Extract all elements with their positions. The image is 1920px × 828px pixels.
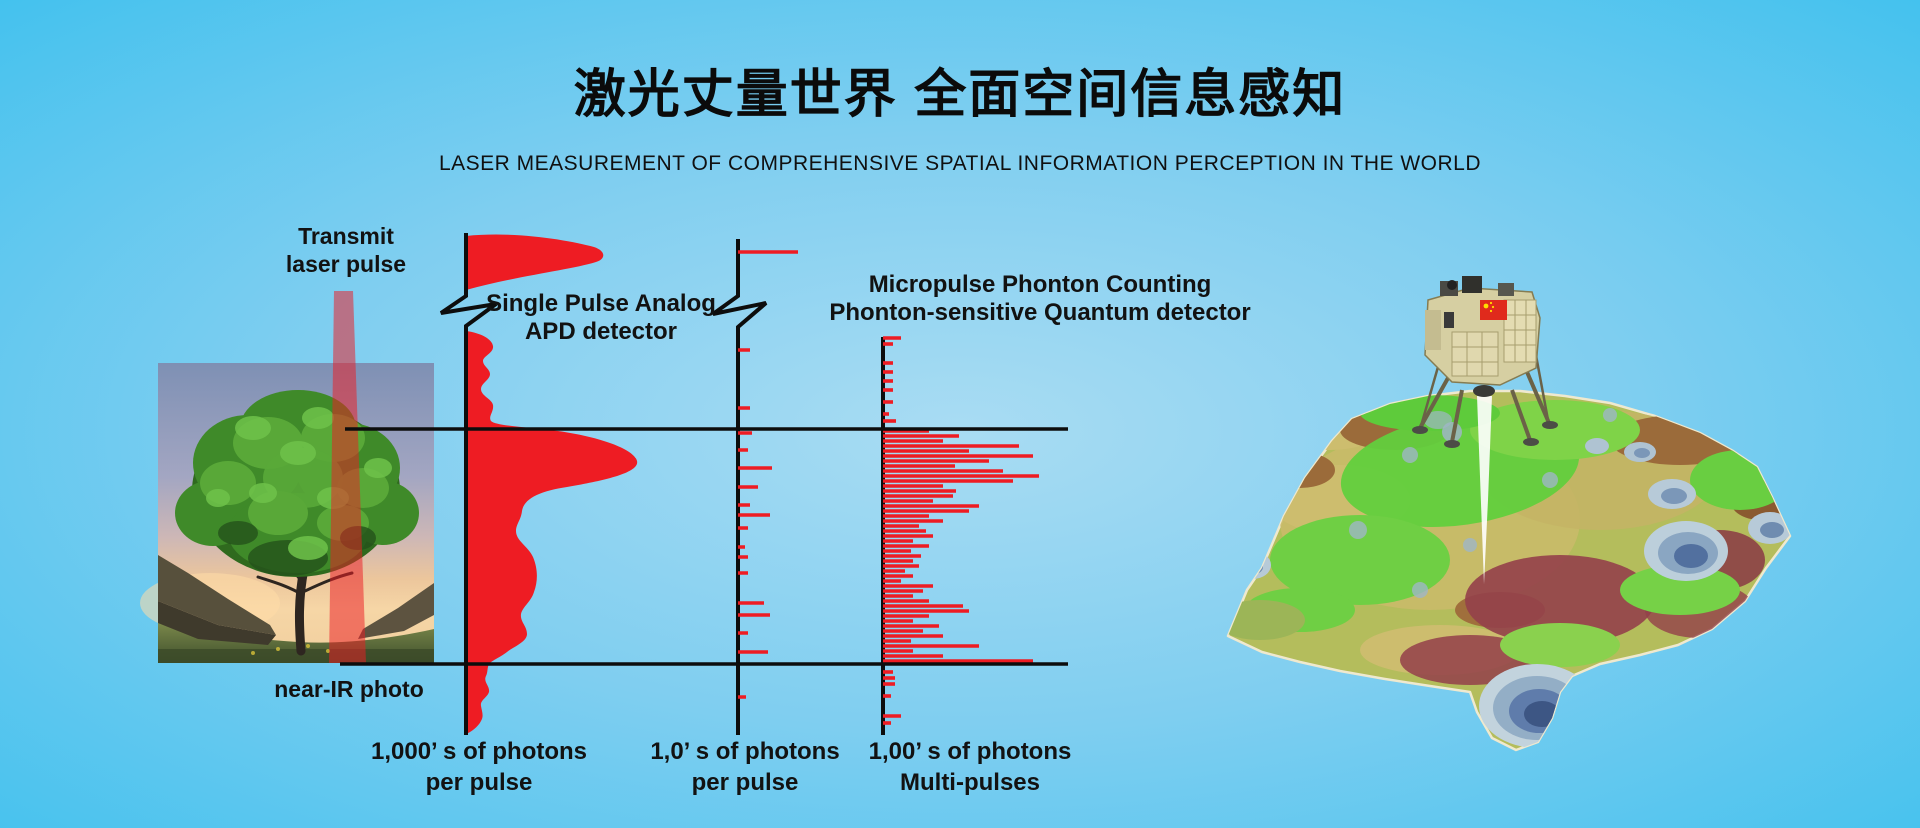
terrain-model [1226, 389, 1792, 752]
altimeter-beam [1477, 396, 1492, 584]
transmit-label-line2: laser pulse [285, 251, 407, 277]
analog-caption-line1: 1,000’ s of photons [370, 738, 588, 765]
axis-counting [711, 239, 768, 735]
analog-detector-line1: Single Pulse Analog [486, 290, 716, 317]
axis-analog [439, 233, 498, 735]
lander-nozzle [1473, 385, 1495, 397]
transmit-laser-pulse-label: Transmit laser pulse [286, 222, 406, 278]
photon-counting-ticks [738, 250, 798, 699]
quantum-detector-line1: Micropulse Phonton Counting [868, 271, 1212, 298]
multipulse-histogram-bars [883, 336, 1039, 725]
china-flag [1480, 300, 1507, 320]
lunar-lander [1412, 276, 1558, 448]
page-subtitle: LASER MEASUREMENT OF COMPREHENSIVE SPATI… [438, 152, 1482, 175]
lander-legs [1418, 349, 1551, 443]
left-hill-wall [158, 555, 276, 635]
analog-detector-line2: APD detector [524, 318, 678, 345]
near-ir-photo-label: near-IR photo [274, 676, 424, 702]
page-title: 激光丈量世界 全面空间信息感知 [573, 66, 1347, 124]
flowers [251, 644, 330, 655]
analog-caption-line2: per pulse [425, 769, 533, 796]
counting-caption-line1: 1,0’ s of photons [650, 738, 840, 765]
right-crater [1644, 521, 1728, 581]
transmit-pulse-waveform [466, 234, 604, 290]
analog-axis-caption: 1,000’ s of photons per pulse [371, 736, 587, 798]
multipulse-caption-line2: Multi-pulses [899, 769, 1041, 796]
quantum-detector-label: Micropulse Phonton Counting Phonton-sens… [829, 271, 1250, 327]
tree-photo [140, 363, 434, 663]
crater-bumps [1349, 408, 1617, 598]
multipulse-caption-line1: 1,00’ s of photons [868, 738, 1072, 765]
multipulse-axis-caption: 1,00’ s of photons Multi-pulses [869, 736, 1072, 798]
laser-beam [329, 291, 366, 663]
right-wall [358, 583, 434, 639]
large-crater [1479, 664, 1595, 748]
analog-return-waveform [466, 331, 638, 734]
counting-axis-caption: 1,0’ s of photons per pulse [650, 736, 839, 798]
counting-caption-line2: per pulse [691, 769, 799, 796]
quantum-detector-line2: Phonton-sensitive Quantum detector [829, 299, 1251, 326]
transmit-label-line1: Transmit [298, 223, 394, 249]
analog-detector-label: Single Pulse Analog APD detector [486, 290, 716, 346]
